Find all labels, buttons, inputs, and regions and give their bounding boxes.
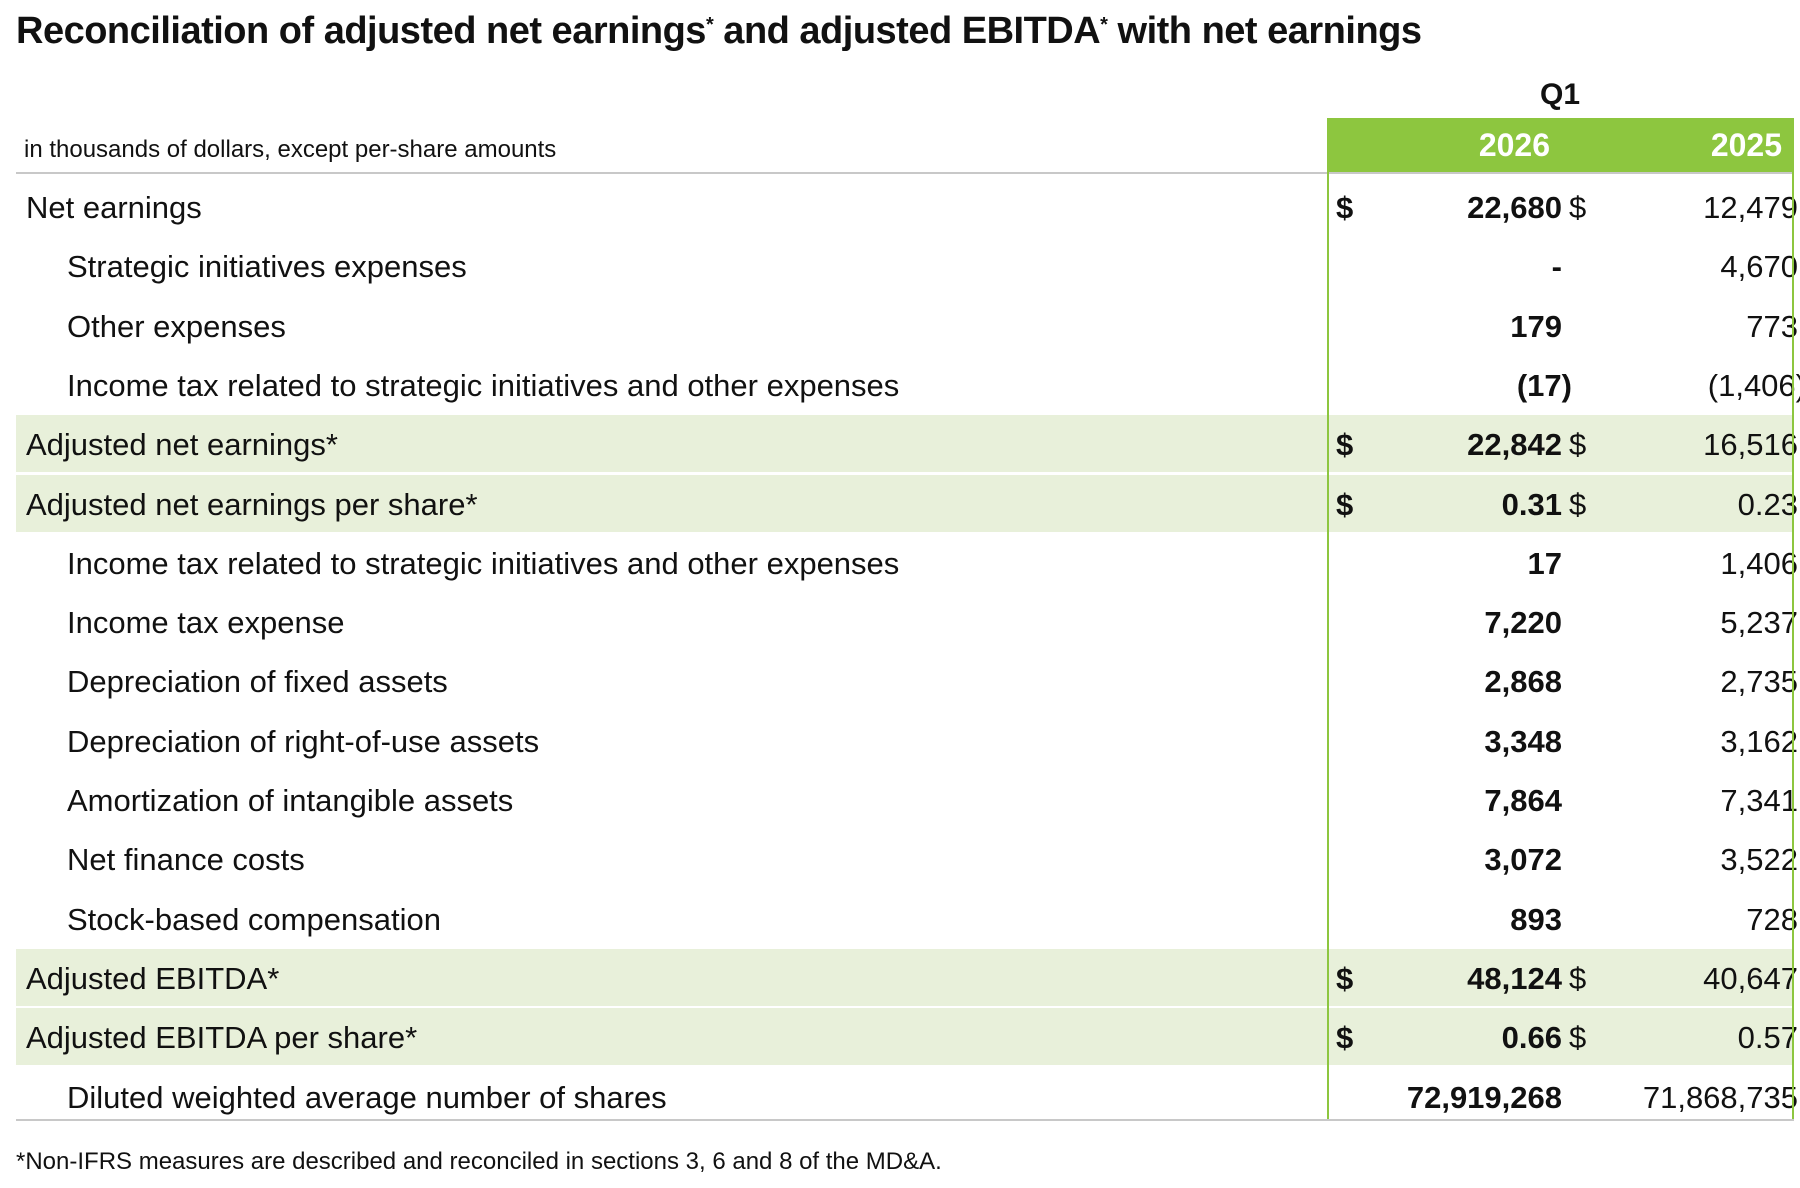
value-2026: 7,220 xyxy=(1484,605,1562,641)
title-part-1: Reconciliation of adjusted net earnings xyxy=(16,10,706,52)
currency-2025: $ xyxy=(1569,486,1587,522)
table-row: Adjusted net earnings per share* $0.31 $0.… xyxy=(16,474,1798,532)
table-row: Adjusted EBITDA per share* $0.66 $0.57 xyxy=(16,1008,1798,1066)
row-label: Adjusted EBITDA* xyxy=(26,960,280,996)
period-label: Q1 xyxy=(1540,78,1581,111)
year-2026-header: 2026 xyxy=(1478,127,1550,163)
value-2025: 2,735 xyxy=(1720,664,1798,700)
currency-2026: $ xyxy=(1336,486,1354,522)
row-label: Diluted weighted average number of share… xyxy=(67,1079,667,1115)
value-2026: (17) xyxy=(1516,367,1572,403)
currency-2026: $ xyxy=(1336,190,1354,225)
table-row: Adjusted EBITDA* $48,124 $40,647 xyxy=(16,948,1798,1006)
value-2026: 893 xyxy=(1510,901,1562,937)
currency-2026: $ xyxy=(1336,427,1354,463)
value-2026: 17 xyxy=(1527,545,1562,581)
header-divider xyxy=(16,172,1794,174)
value-2026: - xyxy=(1551,249,1562,285)
currency-2025: $ xyxy=(1569,1020,1587,1056)
year-2025-header: 2025 xyxy=(1710,127,1782,163)
value-2025: 0.57 xyxy=(1737,1020,1798,1056)
value-2026: 22,680 xyxy=(1467,190,1562,225)
value-2025: 7,341 xyxy=(1720,783,1798,818)
row-label: Income tax related to strategic initiati… xyxy=(67,545,900,581)
value-2025: 728 xyxy=(1746,901,1798,937)
table-row: Adjusted net earnings* $22,842 $16,516 xyxy=(16,415,1798,473)
value-2025: 0.23 xyxy=(1737,486,1798,522)
value-2026: 2,868 xyxy=(1484,664,1562,700)
value-2025: 3,162 xyxy=(1720,723,1798,759)
column-border-left xyxy=(1327,118,1329,1121)
value-2026: 0.31 xyxy=(1501,486,1562,522)
table-row: Amortization of intangible assets 7,864 7,… xyxy=(16,771,1798,828)
row-label: Income tax related to strategic initiati… xyxy=(67,367,900,403)
value-2026: 0.66 xyxy=(1501,1020,1562,1056)
footnote: *Non-IFRS measures are described and rec… xyxy=(16,1148,942,1175)
table-row: Depreciation of right-of-use assets 3,348… xyxy=(16,712,1798,769)
row-label: Adjusted net earnings* xyxy=(26,427,338,463)
units-note: in thousands of dollars, except per-shar… xyxy=(24,136,557,163)
title-asterisk-1: * xyxy=(705,14,714,36)
row-label: Adjusted EBITDA per share* xyxy=(26,1020,418,1056)
table-row: Other expenses 179 773 xyxy=(16,297,1798,354)
currency-2025: $ xyxy=(1569,960,1587,996)
row-label: Adjusted net earnings per share* xyxy=(26,486,478,522)
table-row: Income tax expense 7,220 5,237 xyxy=(16,593,1798,650)
table-row: Income tax related to strategic initiati… xyxy=(16,534,1798,591)
title-part-2: and adjusted EBITDA xyxy=(713,10,1101,52)
row-label: Net earnings xyxy=(26,190,202,225)
title-part-3: with net earnings xyxy=(1107,10,1423,52)
value-2025: 16,516 xyxy=(1703,427,1798,463)
table-row: Net finance costs 3,072 3,522 xyxy=(16,830,1798,887)
table-row: Depreciation of fixed assets 2,868 2,735 xyxy=(16,652,1798,709)
value-2025: (1,406) xyxy=(1707,367,1800,403)
value-2026: 72,919,268 xyxy=(1406,1079,1562,1115)
table-row: Strategic initiatives expenses - 4,670 xyxy=(16,237,1798,294)
value-2025: 5,237 xyxy=(1720,605,1798,641)
row-label: Depreciation of fixed assets xyxy=(67,664,448,700)
value-2026: 7,864 xyxy=(1484,783,1562,818)
row-label: Income tax expense xyxy=(67,605,345,641)
table-row: Stock-based compensation 893 728 xyxy=(16,890,1798,947)
value-2025: 773 xyxy=(1746,308,1798,344)
currency-2026: $ xyxy=(1336,960,1354,996)
table-row: Net earnings $22,680 $12,479 xyxy=(16,178,1798,235)
row-label: Strategic initiatives expenses xyxy=(67,249,467,285)
row-label: Net finance costs xyxy=(67,842,305,878)
value-2025: 12,479 xyxy=(1703,190,1798,225)
value-2026: 179 xyxy=(1510,308,1562,344)
row-label: Stock-based compensation xyxy=(67,901,441,937)
year-header-band xyxy=(1329,118,1794,174)
page-title: Reconciliation of adjusted net earnings*… xyxy=(16,10,1422,53)
table-bottom-divider xyxy=(16,1119,1794,1121)
title-asterisk-2: * xyxy=(1100,14,1108,36)
currency-2025: $ xyxy=(1569,190,1587,225)
row-label: Amortization of intangible assets xyxy=(67,783,514,818)
value-2025: 1,406 xyxy=(1720,545,1798,581)
table-row: Income tax related to strategic initiati… xyxy=(16,356,1800,413)
value-2026: 48,124 xyxy=(1467,960,1562,996)
value-2025: 40,647 xyxy=(1703,960,1798,996)
table-row: Diluted weighted average number of share… xyxy=(16,1068,1798,1125)
currency-2025: $ xyxy=(1569,427,1587,463)
value-2026: 22,842 xyxy=(1467,427,1562,463)
value-2025: 3,522 xyxy=(1720,842,1798,878)
column-border-right xyxy=(1792,118,1794,1121)
value-2026: 3,348 xyxy=(1484,723,1562,759)
row-label: Other expenses xyxy=(67,308,286,344)
row-label: Depreciation of right-of-use assets xyxy=(67,723,540,759)
value-2025: 4,670 xyxy=(1720,249,1798,285)
value-2026: 3,072 xyxy=(1484,842,1562,878)
value-2025: 71,868,735 xyxy=(1642,1079,1798,1115)
currency-2026: $ xyxy=(1336,1020,1354,1056)
